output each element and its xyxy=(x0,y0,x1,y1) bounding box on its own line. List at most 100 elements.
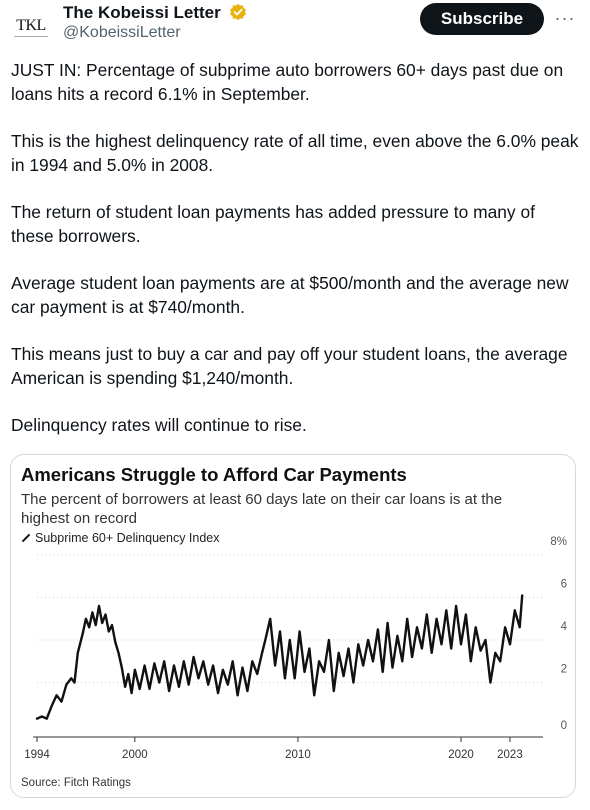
tweet-paragraph: JUST IN: Percentage of subprime auto bor… xyxy=(11,60,564,104)
data-point xyxy=(514,609,516,611)
data-point xyxy=(494,652,496,654)
data-point xyxy=(347,647,350,650)
more-options-icon[interactable]: ··· xyxy=(554,8,576,28)
data-point xyxy=(519,626,521,628)
verified-badge-icon xyxy=(229,3,246,21)
data-point xyxy=(114,641,116,643)
x-tick-label: 2010 xyxy=(285,749,311,761)
data-point xyxy=(188,684,190,686)
chart-legend: Subprime 60+ Delinquency Index xyxy=(21,531,220,545)
data-point xyxy=(197,677,200,679)
data-point xyxy=(328,639,330,641)
data-point xyxy=(111,624,113,626)
data-point xyxy=(131,692,133,694)
data-point xyxy=(480,650,482,652)
y-tick-label: 0 xyxy=(561,720,567,732)
data-point xyxy=(333,690,335,692)
data-point xyxy=(95,624,97,626)
data-point xyxy=(237,694,239,696)
data-point xyxy=(387,622,389,624)
data-point xyxy=(475,626,477,628)
data-point xyxy=(217,692,219,694)
y-tick-label: 6 xyxy=(561,579,567,591)
data-point xyxy=(153,662,155,664)
data-point xyxy=(426,613,428,616)
data-point xyxy=(91,611,93,613)
data-point xyxy=(411,656,413,658)
avatar-rule xyxy=(14,35,48,37)
data-point xyxy=(352,681,354,684)
data-point xyxy=(134,669,136,671)
data-point xyxy=(289,639,291,641)
data-point xyxy=(207,684,209,686)
data-point xyxy=(127,673,129,675)
x-tick-label: 2000 xyxy=(122,749,148,761)
data-point xyxy=(367,639,369,641)
data-point xyxy=(246,690,248,692)
tweet-paragraph: This is the highest delinquency rate of … xyxy=(11,131,579,175)
user-handle[interactable]: @KobeissiLetter xyxy=(63,24,181,41)
display-name-text[interactable]: The Kobeissi Letter xyxy=(63,3,221,22)
x-tick-label: 2020 xyxy=(448,749,474,761)
data-point xyxy=(51,705,53,707)
data-point xyxy=(148,688,151,690)
data-point xyxy=(521,594,523,596)
data-point xyxy=(168,690,170,692)
chart-image-card[interactable]: Americans Struggle to Afford Car Payment… xyxy=(10,454,576,798)
data-point xyxy=(401,660,403,662)
data-point xyxy=(163,660,165,662)
data-point xyxy=(406,618,408,620)
data-point xyxy=(279,630,281,633)
data-point xyxy=(222,669,224,671)
data-point xyxy=(440,643,443,645)
chart-subtitle: The percent of borrowers at least 60 day… xyxy=(21,491,503,527)
delinquency-line-chart: 0 2 4 6 8% 1994 2000 2010 2020 2023 xyxy=(24,536,568,761)
data-point xyxy=(139,688,141,690)
data-point xyxy=(362,664,364,667)
data-point xyxy=(158,681,160,684)
data-point xyxy=(251,660,253,662)
data-point xyxy=(88,626,90,628)
data-point xyxy=(484,639,487,641)
x-tick-label: 2023 xyxy=(497,749,523,761)
tweet-paragraph: This means just to buy a car and pay off… xyxy=(11,344,568,388)
data-point xyxy=(264,639,266,641)
legend-label: Subprime 60+ Delinquency Index xyxy=(35,531,220,545)
data-point xyxy=(173,664,175,667)
data-point xyxy=(241,667,244,669)
data-point xyxy=(98,605,100,607)
data-point xyxy=(509,643,511,645)
data-point xyxy=(323,671,325,673)
tweet-paragraph: Delinquency rates will continue to rise. xyxy=(11,415,307,435)
data-point xyxy=(121,667,123,669)
data-point xyxy=(144,664,146,667)
data-point xyxy=(396,635,398,637)
subscribe-button[interactable]: Subscribe xyxy=(420,3,544,35)
data-point xyxy=(60,701,63,703)
data-point xyxy=(455,605,457,607)
data-point xyxy=(294,677,296,679)
y-tick-label: 4 xyxy=(561,621,568,633)
data-point xyxy=(372,660,374,662)
data-point xyxy=(431,652,433,654)
display-name[interactable]: The Kobeissi Letter xyxy=(63,3,247,23)
data-point xyxy=(303,671,306,673)
data-point xyxy=(313,694,315,696)
data-point xyxy=(46,718,48,720)
data-point xyxy=(470,660,472,662)
data-point xyxy=(183,660,185,662)
data-point xyxy=(41,715,43,718)
data-point xyxy=(377,628,379,630)
data-point xyxy=(202,660,204,662)
data-point xyxy=(357,643,359,645)
x-tick-label: 1994 xyxy=(24,749,50,761)
data-point xyxy=(450,647,452,650)
data-point xyxy=(382,671,384,673)
data-point xyxy=(73,681,76,684)
data-point xyxy=(489,681,491,684)
data-point xyxy=(256,673,258,675)
data-point xyxy=(70,677,72,679)
data-point xyxy=(77,652,79,654)
avatar[interactable]: TKL xyxy=(10,6,52,48)
data-point xyxy=(504,626,506,628)
